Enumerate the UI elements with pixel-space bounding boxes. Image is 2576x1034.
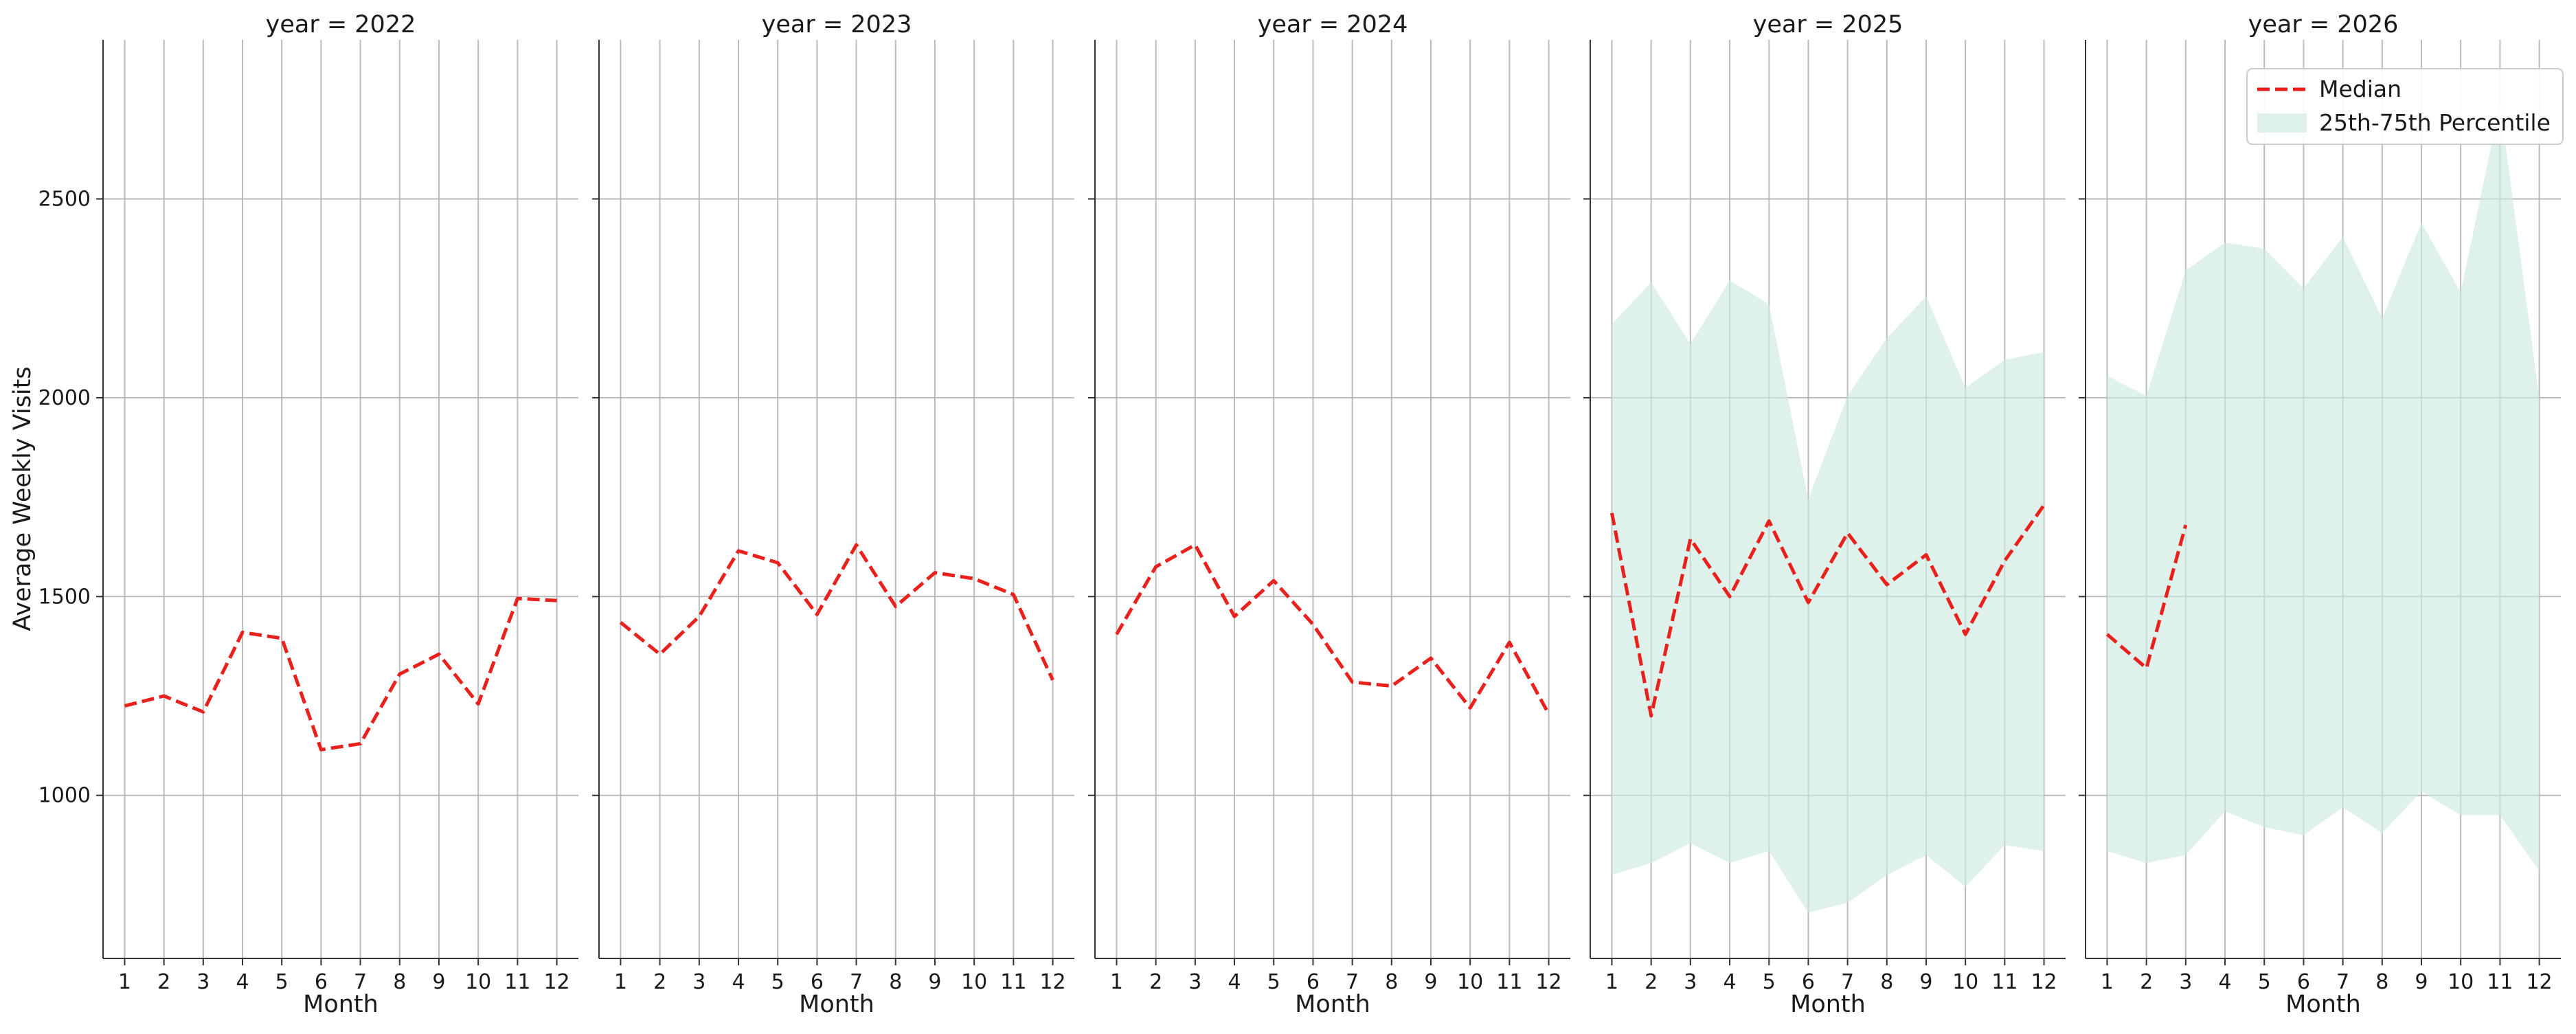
x-tick-label: 11 <box>1000 970 1026 994</box>
x-tick-label: 8 <box>393 970 406 994</box>
x-tick-label: 2 <box>157 970 170 994</box>
x-tick-label: 10 <box>961 970 987 994</box>
x-tick-label: 12 <box>2526 970 2552 994</box>
x-tick-label: 4 <box>1228 970 1241 994</box>
x-tick-label: 6 <box>315 970 328 994</box>
x-tick-label: 4 <box>236 970 249 994</box>
x-tick-label: 6 <box>811 970 824 994</box>
x-tick-label: 3 <box>1684 970 1697 994</box>
legend-band-swatch <box>2257 113 2307 133</box>
median-line-2026 <box>2105 524 2188 670</box>
x-tick-label: 5 <box>771 970 784 994</box>
x-tick-label: 2 <box>2140 970 2153 994</box>
x-tick-label: 12 <box>543 970 569 994</box>
y-tick-label: 1500 <box>38 585 91 609</box>
x-tick-label: 5 <box>1267 970 1280 994</box>
x-tick-label: 2 <box>653 970 666 994</box>
x-tick-label: 1 <box>614 970 627 994</box>
x-tick-label: 7 <box>1346 970 1359 994</box>
x-tick-label: 8 <box>889 970 902 994</box>
median-line-2025 <box>1610 504 2046 718</box>
x-tick-label: 2 <box>1645 970 1658 994</box>
x-tick-label: 7 <box>354 970 367 994</box>
median-line-2022 <box>124 596 557 752</box>
x-tick-label: 10 <box>1952 970 1978 994</box>
x-tick-label: 8 <box>2375 970 2388 994</box>
panel-title: year = 2023 <box>762 11 912 38</box>
x-tick-label: 3 <box>2179 970 2192 994</box>
x-tick-label: 8 <box>1880 970 1893 994</box>
x-tick-label: 3 <box>692 970 705 994</box>
panel-title: year = 2024 <box>1258 11 1408 38</box>
x-tick-label: 4 <box>2218 970 2231 994</box>
x-axis-label: Month <box>799 991 874 1018</box>
x-axis-label: Month <box>303 991 379 1018</box>
legend-box <box>2246 68 2564 145</box>
x-tick-label: 1 <box>118 970 131 994</box>
x-tick-label: 6 <box>2297 970 2310 994</box>
x-tick-label: 7 <box>850 970 863 994</box>
x-tick-label: 7 <box>2336 970 2349 994</box>
x-tick-label: 12 <box>1039 970 1065 994</box>
y-tick-label: 2000 <box>38 386 91 410</box>
y-axis-label: Average Weekly Visits <box>9 366 36 631</box>
x-axis-label: Month <box>2285 991 2361 1018</box>
x-tick-label: 11 <box>1991 970 2018 994</box>
x-tick-label: 10 <box>1457 970 1483 994</box>
x-tick-label: 12 <box>2031 970 2057 994</box>
x-tick-label: 9 <box>1424 970 1437 994</box>
x-tick-label: 3 <box>196 970 210 994</box>
x-tick-label: 10 <box>465 970 491 994</box>
x-tick-label: 11 <box>504 970 530 994</box>
median-line-2024 <box>1115 543 1550 715</box>
x-tick-label: 5 <box>1763 970 1776 994</box>
x-tick-label: 8 <box>1385 970 1398 994</box>
panel-2022: 1 2 3 4 5 6 7 8 9 10 11 121000150020002500Monthyear… <box>38 11 578 1018</box>
percentile-band-2026 <box>2107 103 2540 871</box>
x-tick-label: 5 <box>275 970 289 994</box>
legend: Median 25th-75th Percentile <box>2246 68 2564 145</box>
x-tick-label: 10 <box>2448 970 2474 994</box>
panel-title: year = 2026 <box>2248 11 2399 38</box>
x-tick-label: 5 <box>2258 970 2271 994</box>
x-tick-label: 9 <box>432 970 445 994</box>
x-axis-label: Month <box>1295 991 1370 1018</box>
legend-band-label: 25th-75th Percentile <box>2319 109 2551 136</box>
legend-median-label: Median <box>2319 76 2402 102</box>
x-tick-label: 6 <box>1307 970 1320 994</box>
x-tick-label: 4 <box>1723 970 1736 994</box>
x-tick-label: 11 <box>2487 970 2513 994</box>
percentile-band-2025 <box>1612 280 2044 913</box>
median-line-2023 <box>619 543 1054 681</box>
x-tick-label: 1 <box>1605 970 1618 994</box>
x-tick-label: 1 <box>2101 970 2114 994</box>
x-tick-label: 9 <box>928 970 941 994</box>
x-tick-label: 7 <box>1841 970 1854 994</box>
x-tick-label: 12 <box>1535 970 1561 994</box>
x-tick-label: 11 <box>1496 970 1522 994</box>
x-axis-label: Month <box>1790 991 1866 1018</box>
x-tick-label: 3 <box>1188 970 1201 994</box>
y-tick-label: 2500 <box>38 188 91 212</box>
x-tick-label: 2 <box>1149 970 1162 994</box>
x-tick-label: 9 <box>2415 970 2428 994</box>
y-tick-label: 1000 <box>38 784 91 808</box>
panel-title: year = 2022 <box>266 11 416 38</box>
x-tick-label: 1 <box>1110 970 1123 994</box>
x-tick-label: 9 <box>1919 970 1932 994</box>
x-tick-label: 4 <box>732 970 745 994</box>
x-tick-label: 6 <box>1802 970 1815 994</box>
panel-title: year = 2025 <box>1753 11 1903 38</box>
